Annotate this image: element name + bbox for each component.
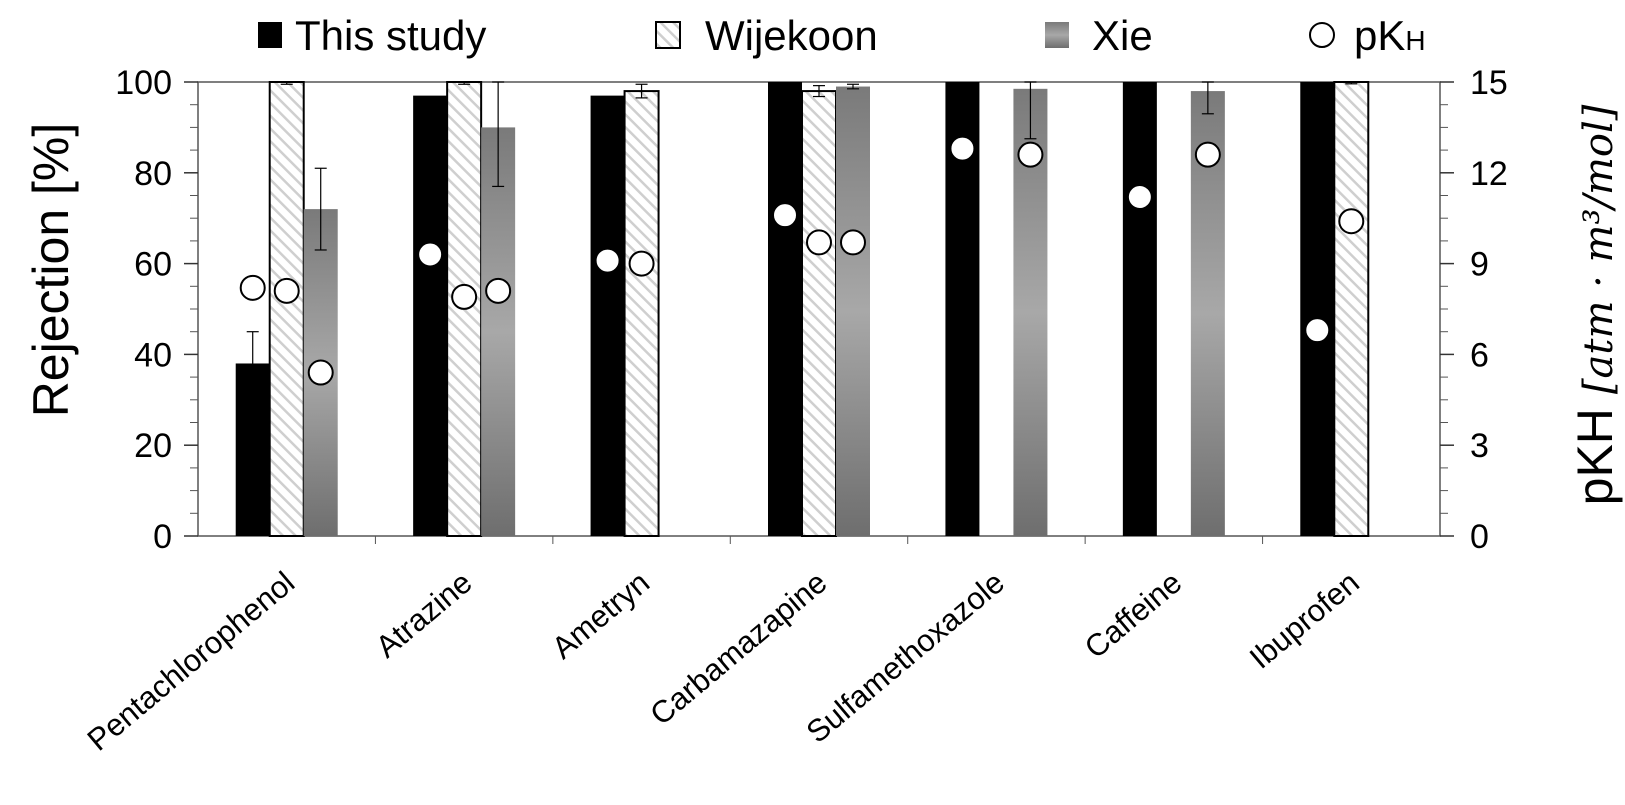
legend-label-this-study: This study (295, 12, 486, 59)
y-tick-label: 100 (115, 64, 172, 102)
y2-axis-title: pKH[atm · m³/mol] (1567, 104, 1623, 505)
y-tick-label: 40 (134, 336, 172, 374)
plot-area: 0 20 40 60 80 100 0 3 6 9 12 15 Pentachlorophenol Atr… (81, 64, 1508, 758)
y2-tick-label: 3 (1470, 427, 1489, 465)
pkh-point-xie (1017, 141, 1044, 168)
x-category-label: Caffeine (1078, 565, 1189, 666)
pkh-point-this-study (239, 274, 266, 301)
bar-wijekoon (1333, 81, 1370, 537)
y2-tick-label: 9 (1470, 246, 1489, 284)
pkh-point-xie (1194, 141, 1221, 168)
legend-item-wijekoon: Wijekoon (655, 12, 878, 59)
legend-label-xie: Xie (1092, 12, 1153, 59)
y-tick-label: 20 (134, 427, 172, 465)
x-category-label: Pentachlorophenol (81, 565, 302, 758)
pkh-point-this-study (1126, 184, 1153, 211)
pkh-point-xie (485, 277, 512, 304)
y2-tick-label: 12 (1470, 155, 1508, 193)
y-tick-label: 0 (153, 518, 172, 556)
bar-wijekoon (623, 90, 660, 538)
pkh-point-this-study (772, 202, 798, 229)
x-category-label: Atrazine (369, 565, 479, 665)
legend-swatch-wijekoon (655, 21, 681, 49)
bar-this-study (1122, 82, 1157, 536)
legend-item-this-study: This study (258, 12, 486, 59)
legend-label-pkh: pKH (1354, 12, 1426, 59)
y-axis-title: Rejection [%] (23, 123, 79, 418)
y-tick-label: 60 (134, 246, 172, 284)
pkh-point-this-study (1304, 317, 1331, 344)
legend-marker-pkh (1309, 22, 1335, 48)
pkh-point-wijekoon (628, 250, 655, 277)
legend: This study Wijekoon Xie pKH (258, 12, 1426, 59)
y2-tick-label: 0 (1470, 518, 1489, 556)
bar-xie (836, 86, 870, 536)
pkh-point-this-study (417, 241, 444, 268)
y2-tick-label: 15 (1470, 64, 1508, 102)
pkh-point-wijekoon (806, 229, 832, 256)
bar-this-study (1300, 82, 1335, 536)
pkh-point-wijekoon (451, 283, 478, 310)
bar-this-study (590, 95, 625, 537)
legend-label-wijekoon: Wijekoon (705, 12, 878, 59)
pkh-point-this-study (949, 135, 976, 162)
pkh-point-xie (840, 229, 866, 256)
bar-this-study (413, 95, 448, 537)
y-tick-label: 80 (134, 155, 172, 193)
pkh-point-xie (307, 359, 334, 386)
bar-wijekoon (268, 81, 305, 537)
bar-wijekoon (801, 90, 837, 538)
pkh-point-wijekoon (1338, 208, 1365, 235)
bar-this-study (768, 82, 802, 536)
pkh-point-wijekoon (273, 277, 300, 304)
legend-item-pkh: pKH (1309, 12, 1426, 59)
x-category-label: Ibuprofen (1243, 565, 1366, 676)
legend-swatch-this-study (258, 22, 282, 48)
y2-tick-label: 6 (1470, 336, 1489, 374)
bar-xie (481, 127, 516, 537)
legend-item-xie: Xie (1045, 12, 1153, 59)
pkh-point-this-study (594, 247, 621, 274)
x-category-label: Carbamazapine (643, 565, 833, 732)
legend-swatch-xie (1045, 22, 1069, 48)
x-category-label: Ametryn (545, 565, 656, 666)
